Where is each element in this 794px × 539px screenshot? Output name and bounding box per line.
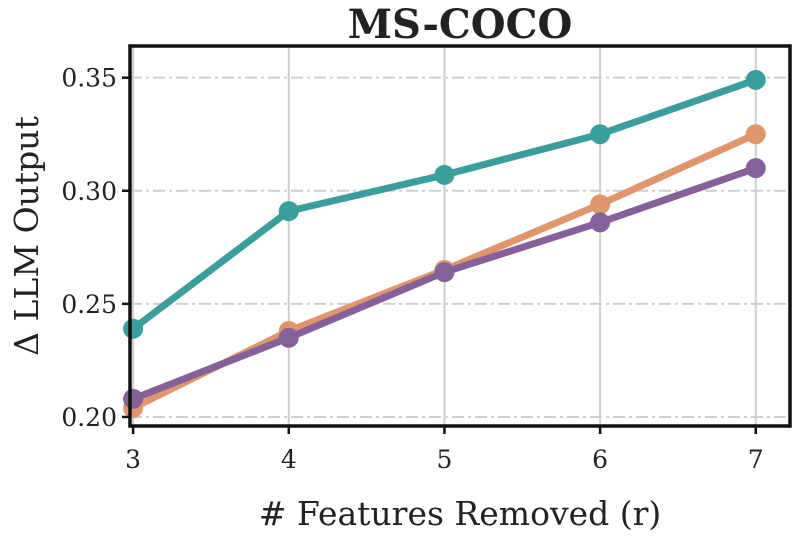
y-tick-label: 0.25 [61,290,117,319]
series-3-point [590,212,611,233]
series-3-point [745,158,766,179]
series-2-point [745,124,766,145]
chart-title: MS-COCO [348,1,573,48]
series-2-point [590,194,611,215]
plot-frame [128,44,792,428]
series-3-point [434,262,455,283]
y-tick-label: 0.20 [61,403,117,432]
x-tick-label: 7 [748,445,764,474]
x-tick-label: 6 [592,445,608,474]
series-1-point [745,69,766,90]
y-tick-label: 0.30 [61,177,117,206]
y-axis-label: Δ LLM Output [7,116,46,356]
series-1-point [278,201,299,222]
series-1-point [590,124,611,145]
grid [130,46,790,426]
y-tick-label: 0.35 [61,64,117,93]
series-group [123,69,766,418]
x-axis-label: # Features Removed (r) [259,494,662,533]
x-tick-label: 4 [281,445,297,474]
series-3-point [123,388,144,409]
x-tick-label: 3 [125,445,141,474]
series-1-point [123,318,144,339]
axis-ticks: 3 4 5 6 7 0.20 0.25 0.30 0.35 [61,64,763,474]
series-1-point [434,164,455,185]
series-3-point [278,327,299,348]
x-tick-label: 5 [436,445,452,474]
